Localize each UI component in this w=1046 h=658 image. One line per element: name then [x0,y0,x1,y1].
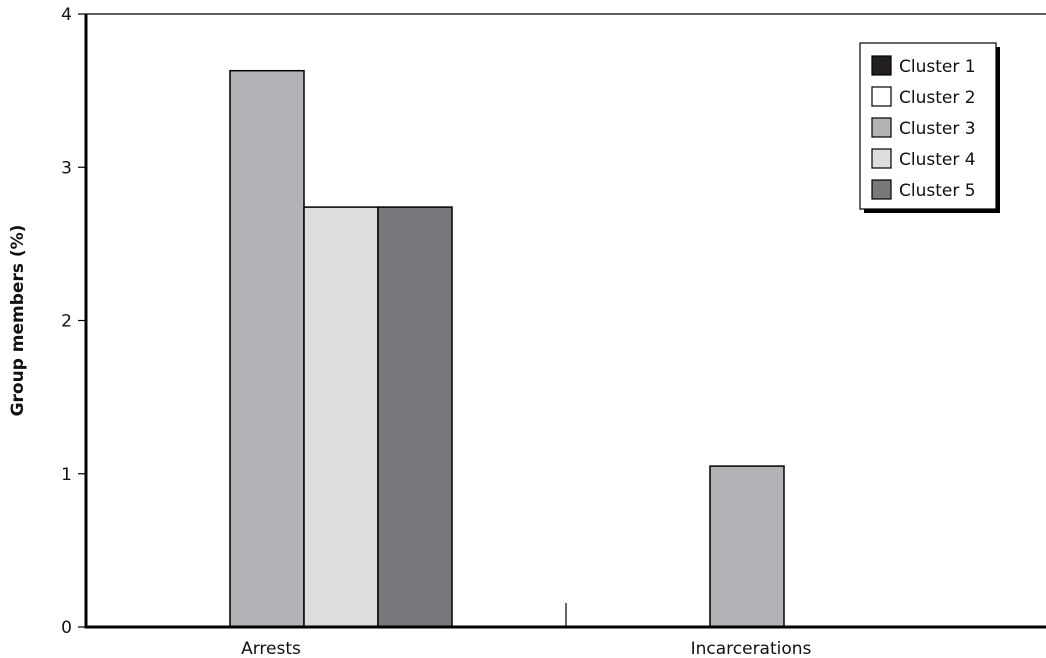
bars [229,69,785,628]
bar-cluster-3-arrests [229,69,305,628]
y-tick-label: 1 [61,465,72,485]
legend-label: Cluster 1 [899,57,976,77]
bar-cluster-4-arrests [303,206,379,628]
legend-label: Cluster 5 [899,181,976,201]
y-tick-label: 0 [61,618,72,638]
legend-label: Cluster 3 [899,119,976,139]
x-category-label: Incarcerations [691,639,812,658]
legend-swatch [871,117,892,138]
legend-items: Cluster 1 Cluster 2 Cluster 3 Cluster 4 Clus… [871,55,976,201]
axes: 0 1 2 3 4 Arrests Incarcerations Group member… [8,5,1046,658]
y-axis-title: Group members (%) [8,225,28,417]
y-tick-label: 3 [61,158,72,178]
x-axis-labels: Arrests Incarcerations [241,639,811,658]
legend-swatch [871,55,892,76]
bar-cluster-5-arrests [377,206,453,628]
y-tick-label: 4 [61,5,72,25]
legend: Cluster 1 Cluster 2 Cluster 3 Cluster 4 Clus… [859,42,1000,213]
y-axis-ticks: 0 1 2 3 4 [61,5,86,638]
legend-swatch [871,179,892,200]
y-tick-label: 2 [61,312,72,332]
legend-label: Cluster 4 [899,150,976,170]
legend-swatch [871,148,892,169]
legend-label: Cluster 2 [899,88,976,108]
bar-cluster-3-incarcerations [709,465,785,628]
legend-swatch [871,86,892,107]
x-category-label: Arrests [241,639,301,658]
